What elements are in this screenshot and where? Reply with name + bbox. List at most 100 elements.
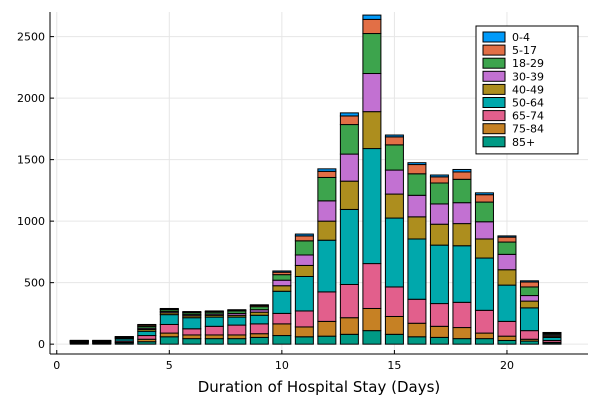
bar-segment-50-64-day-16	[407, 238, 427, 300]
bar-segment-0-4-day-20	[497, 235, 517, 238]
bar-segment-30-39-day-15	[384, 169, 404, 195]
bar-segment-0-4-day-21	[519, 280, 539, 283]
bar-segment-40-49-day-16	[407, 216, 427, 240]
bar-segment-40-49-day-14	[362, 111, 382, 150]
bar-segment-65-74-day-9	[249, 323, 269, 335]
bar-segment-50-64-day-19	[474, 257, 494, 311]
y-tick-label-3: 1500	[17, 154, 45, 167]
bar-segment-65-74-day-8	[227, 324, 247, 336]
legend-label-85+: 85+	[512, 136, 535, 149]
bar-segment-50-64-day-7	[204, 316, 224, 327]
bar-segment-85+-day-5	[159, 336, 179, 345]
bar-segment-0-4-day-17	[429, 174, 449, 178]
bar-segment-40-49-day-21	[519, 300, 539, 309]
bar-segment-50-64-day-11	[294, 276, 314, 312]
legend-swatch-30-39	[482, 70, 506, 82]
legend-swatch-50-64	[482, 97, 506, 108]
bar-segment-65-74-day-14	[362, 263, 382, 309]
x-tick-label-1: 5	[166, 359, 173, 372]
bar-segment-40-49-day-20	[497, 269, 517, 286]
bar-segment-30-39-day-10	[272, 279, 292, 287]
bar-segment-18-29-day-18	[452, 178, 472, 204]
x-tick-label-2: 10	[275, 359, 289, 372]
bar-segment-0-4-day-15	[384, 134, 404, 138]
bar-segment-30-39-day-17	[429, 203, 449, 225]
bar-segment-85+-day-18	[452, 338, 472, 345]
bar-segment-30-39-day-16	[407, 194, 427, 218]
bar-segment-65-74-day-6	[182, 328, 202, 336]
bar-segment-0-4-day-14	[362, 14, 382, 20]
bar-segment-65-74-day-5	[159, 323, 179, 334]
bar-segment-18-29-day-15	[384, 144, 404, 171]
legend-label-5-17: 5-17	[512, 44, 537, 57]
bar-segment-75-84-day-13	[339, 317, 359, 335]
bar-segment-75-84-day-10	[272, 323, 292, 337]
bar-segment-65-74-day-15	[384, 286, 404, 317]
bar-segment-5-17-day-11	[294, 235, 314, 242]
y-tick-label-2: 1000	[17, 215, 45, 228]
bar-segment-18-29-day-14	[362, 33, 382, 75]
bar-segment-30-39-day-18	[452, 202, 472, 225]
tick-labels-group: 0 5 10 15 20 0 500 1000 1500 2000 2500	[17, 31, 514, 372]
bar-segment-65-74-day-12	[317, 291, 337, 322]
bar-segment-30-39-day-12	[317, 200, 337, 222]
bar-segment-30-39-day-20	[497, 253, 517, 271]
bar-segment-75-84-day-5	[159, 332, 179, 338]
legend-label-30-39: 30-39	[512, 70, 544, 83]
y-tick-label-4: 2000	[17, 92, 45, 105]
x-tick-label-4: 20	[500, 359, 514, 372]
bar-segment-65-74-day-17	[429, 303, 449, 327]
bar-segment-0-4-day-18	[452, 168, 472, 173]
bar-segment-65-74-day-11	[294, 310, 314, 328]
legend-label-50-64: 50-64	[512, 97, 544, 110]
bar-segment-40-49-day-15	[384, 193, 404, 219]
bar-segment-75-84-day-12	[317, 320, 337, 337]
bar-segment-85+-day-11	[294, 336, 314, 345]
axes-group	[49, 12, 588, 355]
bar-segment-18-29-day-19	[474, 201, 494, 223]
bar-segment-75-84-day-15	[384, 315, 404, 335]
bar-segment-50-64-day-18	[452, 245, 472, 303]
bar-segment-40-49-day-12	[317, 220, 337, 241]
bar-segment-75-84-day-14	[362, 307, 382, 332]
bar-segment-0-4-day-5	[159, 307, 179, 310]
bar-segment-30-39-day-13	[339, 153, 359, 182]
bar-segment-5-17-day-12	[317, 170, 337, 178]
bar-segment-30-39-day-19	[474, 221, 494, 240]
bar-segment-5-17-day-16	[407, 164, 427, 175]
bar-segment-75-84-day-19	[474, 332, 494, 340]
legend-label-40-49: 40-49	[512, 83, 544, 96]
bar-segment-75-84-day-6	[182, 334, 202, 340]
bar-segment-75-84-day-16	[407, 322, 427, 338]
bar-segment-0-4-day-8	[227, 309, 247, 311]
bar-segment-0-4-day-4	[137, 323, 157, 326]
bar-segment-30-39-day-21	[519, 295, 539, 302]
bar-segment-50-64-day-6	[182, 317, 202, 330]
bar-segment-50-64-day-17	[429, 244, 449, 305]
bar-segment-0-4-day-12	[317, 168, 337, 172]
bar-segment-0-4-day-9	[249, 304, 269, 306]
bar-segment-50-64-day-12	[317, 239, 337, 293]
bar-segment-18-29-day-13	[339, 124, 359, 155]
bar-segment-5-17-day-21	[519, 281, 539, 288]
bar-segment-85+-day-19	[474, 338, 494, 345]
bar-segment-50-64-day-5	[159, 314, 179, 325]
bar-segment-85+-day-9	[249, 336, 269, 345]
bar-segment-50-64-day-20	[497, 284, 517, 322]
bar-segment-85+-day-6	[182, 338, 202, 345]
bar-segment-85+-day-12	[317, 335, 337, 345]
legend-label-75-84: 75-84	[512, 123, 544, 136]
bar-segment-50-64-day-14	[362, 148, 382, 265]
bar-segment-85+-day-20	[497, 339, 517, 345]
bar-segment-40-49-day-17	[429, 223, 449, 246]
bar-segment-50-64-day-9	[249, 314, 269, 325]
bar-segment-50-64-day-10	[272, 290, 292, 314]
y-tick-label-5: 2500	[17, 31, 45, 44]
bar-segment-75-84-day-20	[497, 335, 517, 341]
y-tick-label-1: 500	[24, 277, 45, 290]
bar-segment-50-64-day-21	[519, 307, 539, 332]
bar-segment-18-29-day-21	[519, 286, 539, 297]
legend-label-0-4: 0-4	[512, 31, 530, 44]
